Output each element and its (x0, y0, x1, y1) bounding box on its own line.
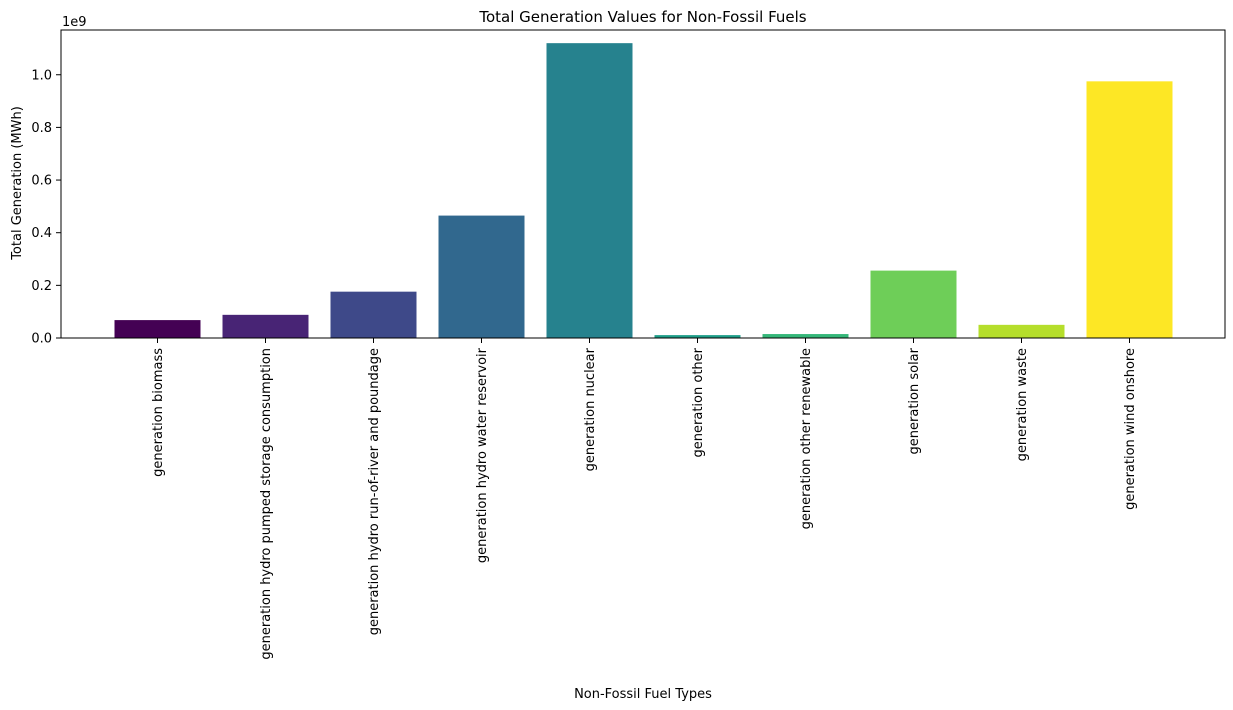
x-tick-label: generation biomass (151, 348, 166, 477)
x-tick-label: generation other renewable (799, 348, 814, 529)
plot-frame (60, 29, 1226, 339)
y-tick-label: 0.6 (31, 174, 52, 189)
x-tick-label: generation hydro pumped storage consumpt… (259, 348, 274, 660)
y-offset-label: 1e9 (62, 15, 87, 30)
bar-8 (978, 324, 1065, 338)
x-tick-label: generation hydro water reservoir (475, 347, 490, 563)
y-tick-label: 0.0 (31, 332, 52, 347)
x-tick-label: generation wind onshore (1123, 348, 1138, 510)
bar-6 (762, 334, 849, 338)
x-tick-label: generation nuclear (583, 347, 598, 471)
y-axis-label: Total Generation (MWh) (10, 106, 25, 261)
bar-4 (546, 43, 633, 339)
x-tick-label: generation solar (907, 347, 922, 454)
y-tick-label: 0.2 (31, 279, 52, 294)
chart-title: Total Generation Values for Non-Fossil F… (478, 8, 806, 26)
y-tick-label: 0.8 (31, 121, 52, 136)
bar-7 (870, 270, 957, 338)
x-axis-label: Non-Fossil Fuel Types (574, 687, 712, 702)
bar-2 (330, 291, 417, 338)
x-tick-label: generation other (691, 347, 706, 457)
bar-9 (1086, 81, 1173, 338)
x-tick-label: generation waste (1015, 348, 1030, 461)
x-tick-label: generation hydro run-of-river and pounda… (367, 348, 382, 635)
bar-1 (222, 314, 309, 338)
y-tick-label: 0.4 (31, 226, 52, 241)
bar-5 (654, 335, 741, 338)
plot-area: 0.0 0.2 0.4 0.6 0.8 1.0 generation biomass gene… (31, 43, 1173, 660)
bar-3 (438, 215, 525, 338)
y-tick-label: 1.0 (31, 68, 52, 83)
bar-0 (114, 320, 201, 338)
